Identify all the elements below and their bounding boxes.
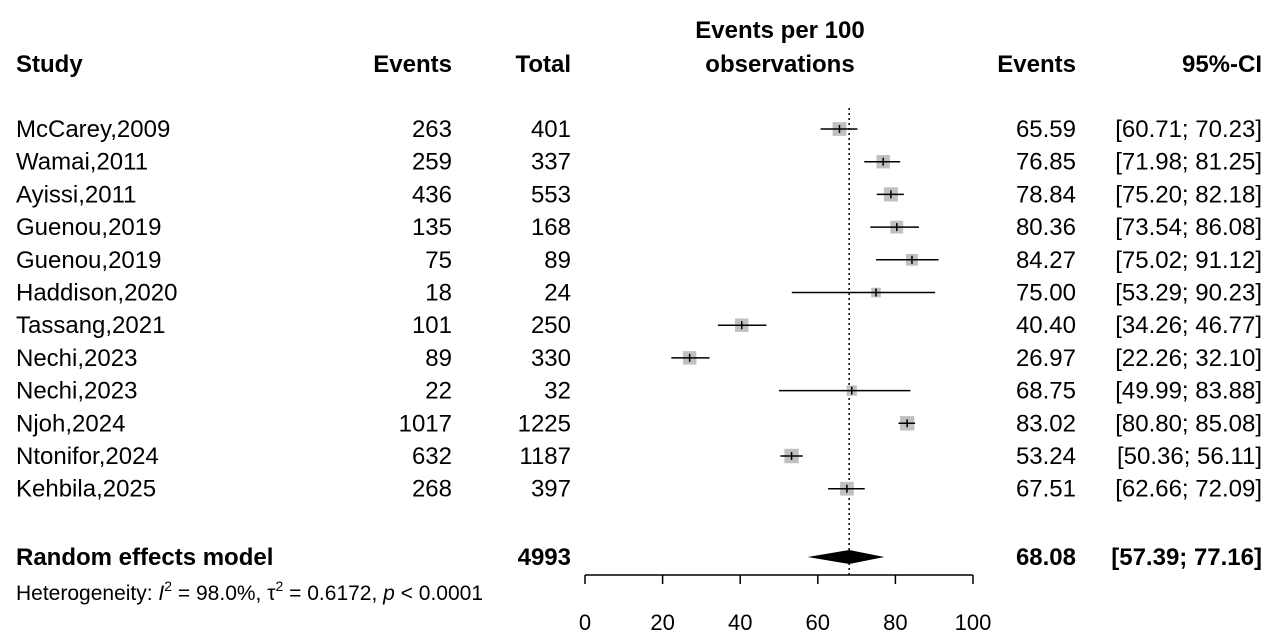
study-name: Nechi,2023: [16, 378, 137, 405]
study-estimate: 65.59: [1016, 116, 1076, 143]
study-estimate: 80.36: [1016, 214, 1076, 241]
x-tick-label: 20: [650, 610, 674, 635]
pooled-estimate: 68.08: [1016, 544, 1076, 571]
study-total: 32: [544, 378, 571, 405]
study-name: Wamai,2011: [16, 149, 148, 176]
study-name: Ntonifor,2024: [16, 443, 159, 470]
study-estimate: 67.51: [1016, 476, 1076, 503]
header-events-right: Events: [997, 51, 1076, 78]
x-tick-label: 60: [806, 610, 830, 635]
study-events: 1017: [399, 410, 452, 437]
study-name: Haddison,2020: [16, 280, 177, 307]
study-ci: [53.29; 90.23]: [1115, 280, 1262, 307]
study-name: Kehbila,2025: [16, 476, 156, 503]
study-estimate: 83.02: [1016, 410, 1076, 437]
study-events: 75: [425, 247, 452, 274]
study-total: 330: [531, 345, 571, 372]
study-estimate: 84.27: [1016, 247, 1076, 274]
study-estimate: 68.75: [1016, 378, 1076, 405]
study-events: 135: [412, 214, 452, 241]
study-total: 1225: [518, 410, 571, 437]
study-total: 89: [544, 247, 571, 274]
study-name: McCarey,2009: [16, 116, 170, 143]
study-ci: [49.99; 83.88]: [1115, 378, 1262, 405]
study-row: Tassang,2021 101 250 40.40 [34.26; 46.77]: [16, 312, 1262, 339]
study-ci: [75.20; 82.18]: [1115, 181, 1262, 208]
header-plot-line2: observations: [705, 51, 854, 78]
study-row: Nechi,2023 22 32 68.75 [49.99; 83.88]: [16, 378, 1262, 405]
study-ci: [62.66; 72.09]: [1115, 476, 1262, 503]
header-study: Study: [16, 51, 83, 78]
heterogeneity-stat: Heterogeneity: I2 = 98.0%, τ2 = 0.6172, …: [16, 578, 483, 605]
column-headers: Study Events Total Events per 100 observ…: [16, 17, 1262, 78]
study-estimate: 26.97: [1016, 345, 1076, 372]
study-name: Tassang,2021: [16, 312, 165, 339]
study-total: 337: [531, 149, 571, 176]
study-total: 553: [531, 181, 571, 208]
study-row: Njoh,2024 1017 1225 83.02 [80.80; 85.08]: [16, 410, 1262, 437]
x-tick-label: 0: [579, 610, 591, 635]
study-estimate: 53.24: [1016, 443, 1076, 470]
study-ci: [34.26; 46.77]: [1115, 312, 1262, 339]
x-axis: 0 20 40 60 80 100: [579, 574, 992, 635]
study-total: 250: [531, 312, 571, 339]
study-total: 1187: [519, 443, 571, 470]
study-row: McCarey,2009 263 401 65.59 [60.71; 70.23]: [16, 116, 1262, 143]
study-name: Guenou,2019: [16, 214, 161, 241]
header-events: Events: [373, 51, 452, 78]
x-tick-label: 100: [955, 610, 992, 635]
study-events: 268: [412, 476, 452, 503]
study-row: Ayissi,2011 436 553 78.84 [75.20; 82.18]: [16, 181, 1262, 208]
study-ci: [80.80; 85.08]: [1115, 410, 1262, 437]
study-estimate: 75.00: [1016, 280, 1076, 307]
study-ci: [73.54; 86.08]: [1115, 214, 1262, 241]
study-events: 263: [412, 116, 452, 143]
pooled-row: Random effects model 4993 68.08 [57.39; …: [16, 544, 1262, 571]
study-total: 168: [531, 214, 571, 241]
header-plot-line1: Events per 100: [695, 17, 864, 44]
study-ci: [22.26; 32.10]: [1115, 345, 1262, 372]
study-row: Ntonifor,2024 632 1187 53.24 [50.36; 56.11]: [16, 443, 1262, 470]
pooled-label: Random effects model: [16, 544, 273, 571]
header-total: Total: [515, 51, 571, 78]
study-estimate: 76.85: [1016, 149, 1076, 176]
study-events: 259: [412, 149, 452, 176]
study-rows: McCarey,2009 263 401 65.59 [60.71; 70.23] Wam…: [16, 116, 1262, 503]
study-events: 18: [425, 280, 452, 307]
study-row: Nechi,2023 89 330 26.97 [22.26; 32.10]: [16, 345, 1262, 372]
study-events: 89: [425, 345, 452, 372]
study-row: Guenou,2019 75 89 84.27 [75.02; 91.12]: [16, 247, 1262, 274]
pooled-total: 4993: [518, 544, 571, 571]
study-total: 401: [531, 116, 571, 143]
study-total: 24: [544, 280, 571, 307]
header-ci: 95%-CI: [1182, 51, 1262, 78]
study-events: 101: [412, 312, 452, 339]
pooled-diamond: [807, 550, 885, 564]
study-estimate: 78.84: [1016, 181, 1076, 208]
study-row: Wamai,2011 259 337 76.85 [71.98; 81.25]: [16, 149, 1262, 176]
study-events: 436: [412, 181, 452, 208]
x-tick-label: 80: [883, 610, 907, 635]
study-events: 632: [412, 443, 452, 470]
study-name: Nechi,2023: [16, 345, 137, 372]
study-row: Kehbila,2025 268 397 67.51 [62.66; 72.09]: [16, 476, 1262, 503]
study-row: Guenou,2019 135 168 80.36 [73.54; 86.08]: [16, 214, 1262, 241]
study-ci: [71.98; 81.25]: [1115, 149, 1262, 176]
study-name: Guenou,2019: [16, 247, 161, 274]
study-ci: [50.36; 56.11]: [1117, 443, 1262, 470]
study-estimate: 40.40: [1016, 312, 1076, 339]
study-events: 22: [425, 378, 452, 405]
study-name: Ayissi,2011: [16, 181, 137, 208]
pooled-ci: [57.39; 77.16]: [1111, 544, 1262, 571]
x-tick-label: 40: [728, 610, 752, 635]
study-name: Njoh,2024: [16, 410, 125, 437]
study-ci: [60.71; 70.23]: [1115, 116, 1262, 143]
study-row: Haddison,2020 18 24 75.00 [53.29; 90.23]: [16, 280, 1262, 307]
study-total: 397: [531, 476, 571, 503]
study-ci: [75.02; 91.12]: [1115, 247, 1262, 274]
